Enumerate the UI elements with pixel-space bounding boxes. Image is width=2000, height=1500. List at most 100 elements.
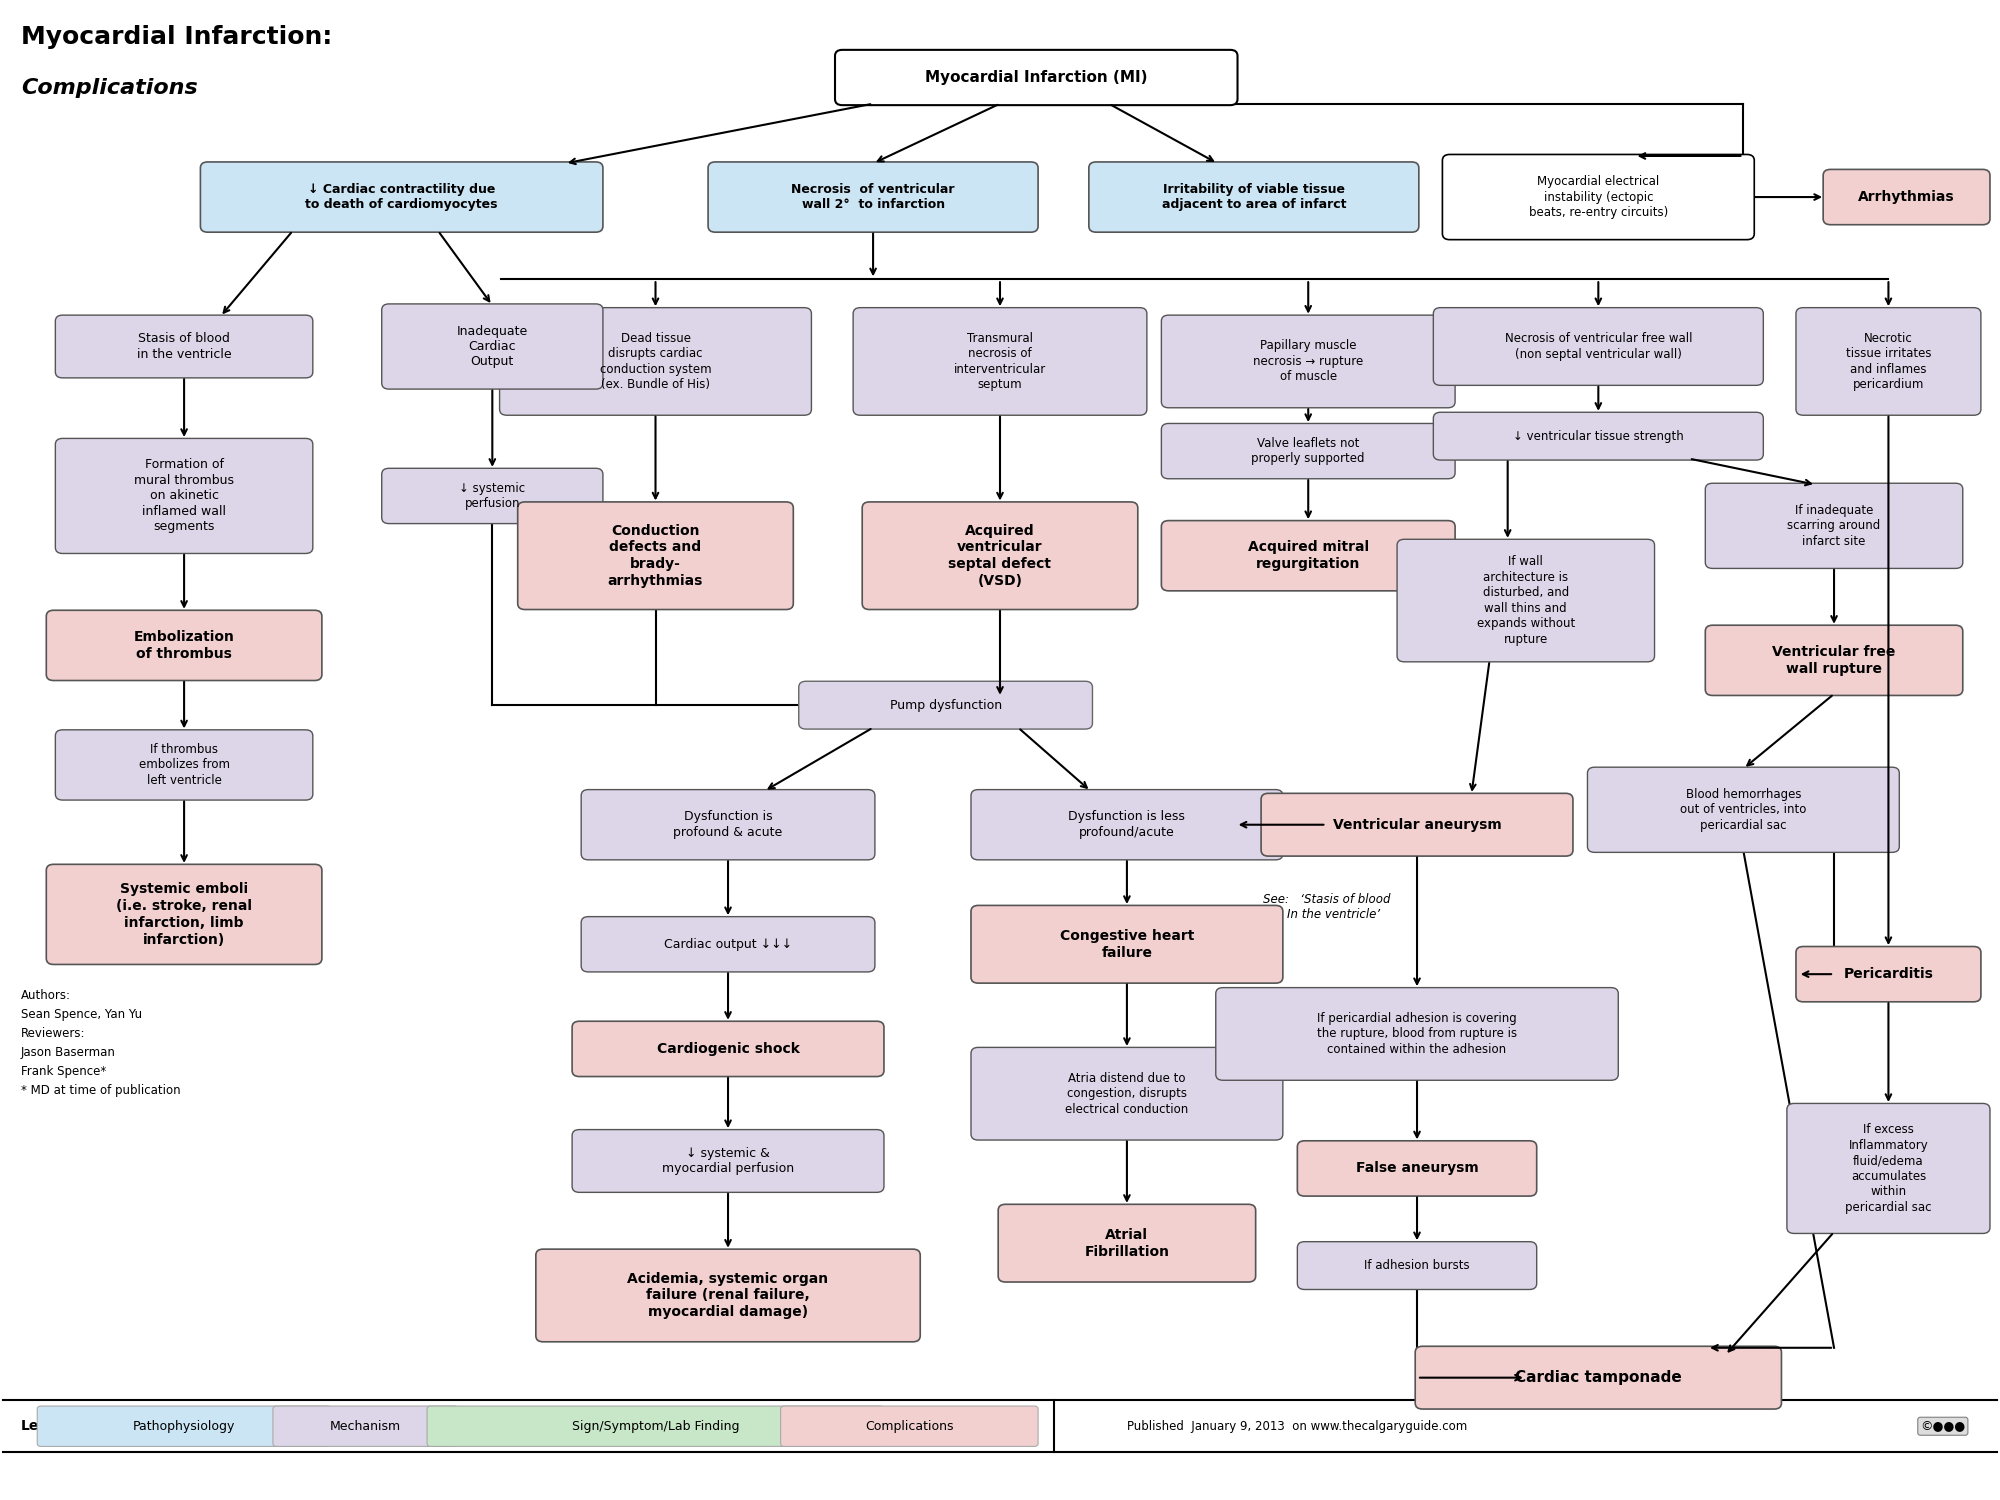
Text: Complications: Complications: [866, 1419, 954, 1432]
Text: Mechanism: Mechanism: [330, 1419, 400, 1432]
Text: Embolization
of thrombus: Embolization of thrombus: [134, 630, 234, 662]
FancyBboxPatch shape: [38, 1406, 330, 1446]
Text: Blood hemorrhages
out of ventricles, into
pericardial sac: Blood hemorrhages out of ventricles, int…: [1680, 788, 1806, 832]
FancyBboxPatch shape: [500, 308, 812, 416]
Text: Inadequate
Cardiac
Output: Inadequate Cardiac Output: [456, 324, 528, 369]
FancyBboxPatch shape: [1796, 946, 1980, 1002]
Text: Formation of
mural thrombus
on akinetic
inflamed wall
segments: Formation of mural thrombus on akinetic …: [134, 459, 234, 534]
Text: Published  ​January 9, 2013​  on www.thecalgaryguide.com: Published ​January 9, 2013​ on www.theca…: [1126, 1419, 1468, 1432]
FancyBboxPatch shape: [1434, 413, 1764, 460]
Text: ©●●●: ©●●●: [1920, 1419, 1966, 1432]
Text: Ventricular aneurysm: Ventricular aneurysm: [1332, 818, 1502, 831]
Text: Cardiac tamponade: Cardiac tamponade: [1514, 1370, 1682, 1384]
FancyBboxPatch shape: [1262, 794, 1572, 856]
FancyBboxPatch shape: [862, 503, 1138, 609]
Text: If inadequate
scarring around
infarct site: If inadequate scarring around infarct si…: [1788, 504, 1880, 548]
FancyBboxPatch shape: [1706, 626, 1962, 696]
Text: Acidemia, systemic organ
failure (renal failure,
myocardial damage): Acidemia, systemic organ failure (renal …: [628, 1272, 828, 1318]
FancyBboxPatch shape: [970, 1047, 1282, 1140]
Text: See:   ‘Stasis of blood
    In the ventricle’: See: ‘Stasis of blood In the ventricle’: [1262, 892, 1390, 921]
Text: Acquired mitral
regurgitation: Acquired mitral regurgitation: [1248, 540, 1368, 572]
Text: Complications: Complications: [20, 78, 198, 98]
FancyBboxPatch shape: [1416, 1347, 1782, 1408]
Text: Pericarditis: Pericarditis: [1844, 968, 1934, 981]
FancyBboxPatch shape: [1162, 520, 1456, 591]
FancyBboxPatch shape: [1786, 1104, 1990, 1233]
Text: If pericardial adhesion is covering
the rupture, blood from rupture is
contained: If pericardial adhesion is covering the …: [1316, 1013, 1518, 1056]
Text: If adhesion bursts: If adhesion bursts: [1364, 1258, 1470, 1272]
FancyBboxPatch shape: [836, 50, 1238, 105]
FancyBboxPatch shape: [780, 1406, 1038, 1446]
Text: ↓ systemic
perfusion: ↓ systemic perfusion: [460, 482, 526, 510]
Text: Myocardial Infarction (MI): Myocardial Infarction (MI): [926, 70, 1148, 86]
FancyBboxPatch shape: [582, 789, 874, 859]
Text: Stasis of blood
in the ventricle: Stasis of blood in the ventricle: [136, 333, 232, 362]
FancyBboxPatch shape: [854, 308, 1146, 416]
Text: Necrotic
tissue irritates
and inflames
pericardium: Necrotic tissue irritates and inflames p…: [1846, 332, 1932, 392]
FancyBboxPatch shape: [1162, 423, 1456, 478]
FancyBboxPatch shape: [1298, 1142, 1536, 1196]
Text: Sign/Symptom/Lab Finding: Sign/Symptom/Lab Finding: [572, 1419, 740, 1432]
FancyBboxPatch shape: [200, 162, 602, 232]
Text: Valve leaflets not
properly supported: Valve leaflets not properly supported: [1252, 436, 1364, 465]
Text: Cardiogenic shock: Cardiogenic shock: [656, 1042, 800, 1056]
FancyBboxPatch shape: [536, 1250, 920, 1342]
Text: Dysfunction is less
profound/acute: Dysfunction is less profound/acute: [1068, 810, 1186, 838]
Text: If excess
Inflammatory
fluid/edema
accumulates
within
pericardial sac: If excess Inflammatory fluid/edema accum…: [1846, 1124, 1932, 1214]
FancyBboxPatch shape: [56, 730, 312, 800]
Text: Conduction
defects and
brady-
arrhythmias: Conduction defects and brady- arrhythmia…: [608, 524, 704, 588]
FancyBboxPatch shape: [518, 503, 794, 609]
FancyBboxPatch shape: [1216, 987, 1618, 1080]
FancyBboxPatch shape: [46, 864, 322, 964]
Text: Necrosis of ventricular free wall
(non septal ventricular wall): Necrosis of ventricular free wall (non s…: [1504, 333, 1692, 362]
Text: False aneurysm: False aneurysm: [1356, 1161, 1478, 1176]
Text: Pathophysiology: Pathophysiology: [132, 1419, 236, 1432]
Text: Irritability of viable tissue
adjacent to area of infarct: Irritability of viable tissue adjacent t…: [1162, 183, 1346, 211]
FancyBboxPatch shape: [272, 1406, 458, 1446]
Text: Dysfunction is
profound & acute: Dysfunction is profound & acute: [674, 810, 782, 838]
FancyBboxPatch shape: [56, 438, 312, 554]
Text: Authors:
Sean Spence, Yan Yu
Reviewers:
Jason Baserman
Frank Spence*
* MD at tim: Authors: Sean Spence, Yan Yu Reviewers: …: [20, 988, 180, 1096]
FancyBboxPatch shape: [1442, 154, 1754, 240]
Text: Myocardial electrical
instability (ectopic
beats, re-entry circuits): Myocardial electrical instability (ectop…: [1528, 176, 1668, 219]
Text: Myocardial Infarction:: Myocardial Infarction:: [20, 26, 332, 50]
Text: Atria distend due to
congestion, disrupts
electrical conduction: Atria distend due to congestion, disrupt…: [1066, 1071, 1188, 1116]
Text: If thrombus
embolizes from
left ventricle: If thrombus embolizes from left ventricl…: [138, 742, 230, 788]
Text: Cardiac output ↓↓↓: Cardiac output ↓↓↓: [664, 938, 792, 951]
FancyBboxPatch shape: [998, 1204, 1256, 1282]
Text: Necrosis  of ventricular
wall 2°  to infarction: Necrosis of ventricular wall 2° to infar…: [792, 183, 954, 211]
FancyBboxPatch shape: [56, 315, 312, 378]
FancyBboxPatch shape: [572, 1022, 884, 1077]
FancyBboxPatch shape: [382, 304, 602, 388]
Text: Dead tissue
disrupts cardiac
conduction system
(ex. Bundle of His): Dead tissue disrupts cardiac conduction …: [600, 332, 712, 392]
FancyBboxPatch shape: [1824, 170, 1990, 225]
Text: ↓ systemic &
myocardial perfusion: ↓ systemic & myocardial perfusion: [662, 1146, 794, 1174]
FancyBboxPatch shape: [1706, 483, 1962, 568]
Text: Legend:: Legend:: [20, 1419, 84, 1432]
FancyBboxPatch shape: [1796, 308, 1980, 416]
FancyBboxPatch shape: [798, 681, 1092, 729]
Text: Pump dysfunction: Pump dysfunction: [890, 699, 1002, 711]
FancyBboxPatch shape: [708, 162, 1038, 232]
Text: Ventricular free
wall rupture: Ventricular free wall rupture: [1772, 645, 1896, 675]
FancyBboxPatch shape: [382, 468, 602, 524]
Text: Arrhythmias: Arrhythmias: [1858, 190, 1954, 204]
FancyBboxPatch shape: [1398, 540, 1654, 662]
Text: ↓ Cardiac contractility due
to death of cardiomyocytes: ↓ Cardiac contractility due to death of …: [306, 183, 498, 211]
Text: Acquired
ventricular
septal defect
(VSD): Acquired ventricular septal defect (VSD): [948, 524, 1052, 588]
FancyBboxPatch shape: [428, 1406, 884, 1446]
FancyBboxPatch shape: [970, 789, 1282, 859]
FancyBboxPatch shape: [1588, 766, 1900, 852]
Text: Atrial
Fibrillation: Atrial Fibrillation: [1084, 1228, 1170, 1258]
Text: If wall
architecture is
disturbed, and
wall thins and
expands without
rupture: If wall architecture is disturbed, and w…: [1476, 555, 1574, 646]
FancyBboxPatch shape: [1162, 315, 1456, 408]
Text: Transmural
necrosis of
interventricular
septum: Transmural necrosis of interventricular …: [954, 332, 1046, 392]
Text: ↓ ventricular tissue strength: ↓ ventricular tissue strength: [1512, 429, 1684, 442]
FancyBboxPatch shape: [572, 1130, 884, 1192]
FancyBboxPatch shape: [582, 916, 874, 972]
Text: Papillary muscle
necrosis → rupture
of muscle: Papillary muscle necrosis → rupture of m…: [1254, 339, 1364, 384]
Text: Congestive heart
failure: Congestive heart failure: [1060, 928, 1194, 960]
Text: Systemic emboli
(i.e. stroke, renal
infarction, limb
infarction): Systemic emboli (i.e. stroke, renal infa…: [116, 882, 252, 946]
FancyBboxPatch shape: [1434, 308, 1764, 386]
FancyBboxPatch shape: [1298, 1242, 1536, 1290]
